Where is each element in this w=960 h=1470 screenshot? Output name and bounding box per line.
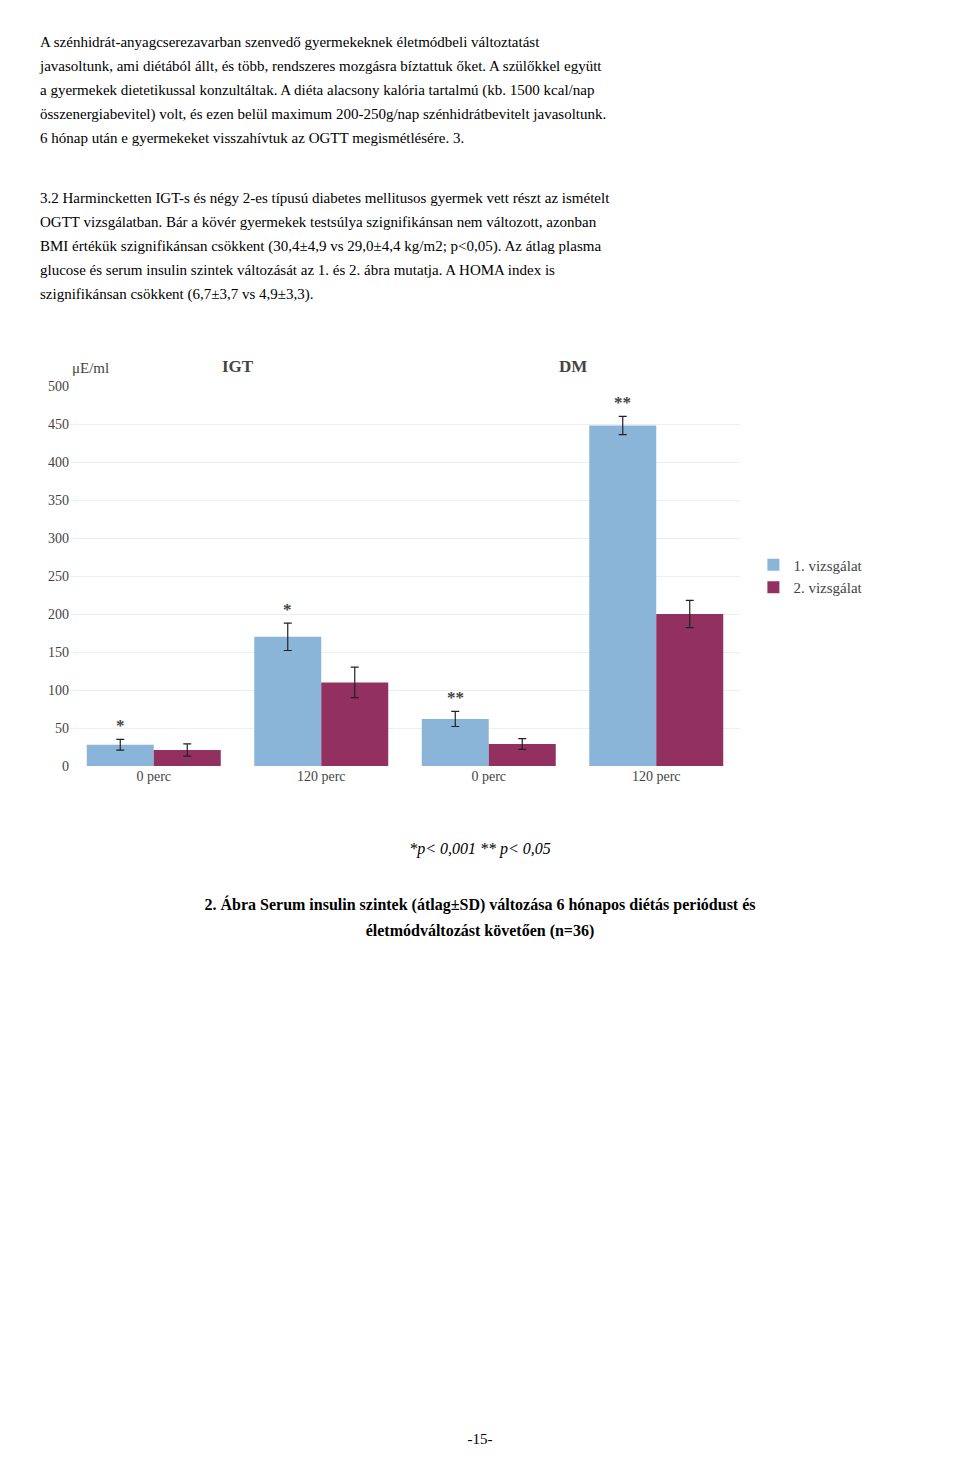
- svg-text:**: **: [447, 688, 464, 707]
- html-text:glucose és serum insulin szint: glucose és serum insulin szintek változá…: [40, 262, 555, 278]
- svg-text:μE/ml: μE/ml: [72, 360, 109, 376]
- svg-text:250: 250: [48, 569, 69, 584]
- html-text:életmódváltozást követően (n=3: életmódváltozást követően (n=36): [365, 922, 595, 939]
- svg-text:0 perc: 0 perc: [471, 769, 506, 784]
- svg-text:400: 400: [48, 455, 69, 470]
- svg-text:0 perc: 0 perc: [136, 769, 171, 784]
- html-text:2. Ábra Serum insulin szintek: 2. Ábra Serum insulin szintek (átlag±SD)…: [204, 896, 756, 913]
- svg-text:500: 500: [48, 379, 69, 394]
- svg-text:DM: DM: [559, 357, 587, 376]
- svg-text:120 perc: 120 perc: [632, 769, 681, 784]
- svg-text:350: 350: [48, 493, 69, 508]
- html-text:OGTT vizsgálatban. Bár a kövér: OGTT vizsgálatban. Bár a kövér gyermekek…: [40, 214, 597, 230]
- svg-text:*: *: [283, 600, 292, 619]
- svg-text:200: 200: [48, 607, 69, 622]
- html-text:szignifikánsan csökkent (6,7±3: szignifikánsan csökkent (6,7±3,7 vs 4,9±…: [40, 286, 314, 302]
- html-text:A szénhidrát-anyagcserezavarba: A szénhidrát-anyagcserezavarban szenvedő…: [40, 34, 540, 50]
- html-text:*p< 0,001 ** p< 0,05: *p< 0,001 ** p< 0,05: [409, 840, 551, 857]
- svg-text:300: 300: [48, 531, 69, 546]
- html-text:6 hónap után e gyermekeket vis: 6 hónap után e gyermekeket visszahívtuk …: [40, 130, 465, 146]
- svg-text:100: 100: [48, 683, 69, 698]
- html-text:összenergiabevitel) volt, és e: összenergiabevitel) volt, és ezen belül …: [40, 106, 607, 122]
- svg-text:*: *: [116, 716, 125, 735]
- svg-text:2. vizsgálat: 2. vizsgálat: [793, 580, 862, 596]
- html-text:a gyermekek dietetikussal konz: a gyermekek dietetikussal konzultáltak. …: [40, 82, 595, 98]
- svg-text:450: 450: [48, 417, 69, 432]
- svg-text:**: **: [614, 393, 631, 412]
- svg-text:50: 50: [55, 721, 69, 736]
- svg-text:1. vizsgálat: 1. vizsgálat: [793, 558, 862, 574]
- html-text:-15-: -15-: [467, 1431, 493, 1447]
- html-text:3.2 Harmincketten IGT-s és nég: 3.2 Harmincketten IGT-s és négy 2-es típ…: [40, 190, 610, 206]
- svg-text:IGT: IGT: [222, 357, 254, 376]
- svg-text:120 perc: 120 perc: [297, 769, 346, 784]
- html-text:BMI értékük szignifikánsan csö: BMI értékük szignifikánsan csökkent (30,…: [40, 238, 602, 254]
- html-text:javasoltunk, ami diétából állt: javasoltunk, ami diétából állt, és több,…: [40, 58, 602, 74]
- svg-text:150: 150: [48, 645, 69, 660]
- svg-text:0: 0: [62, 759, 69, 774]
